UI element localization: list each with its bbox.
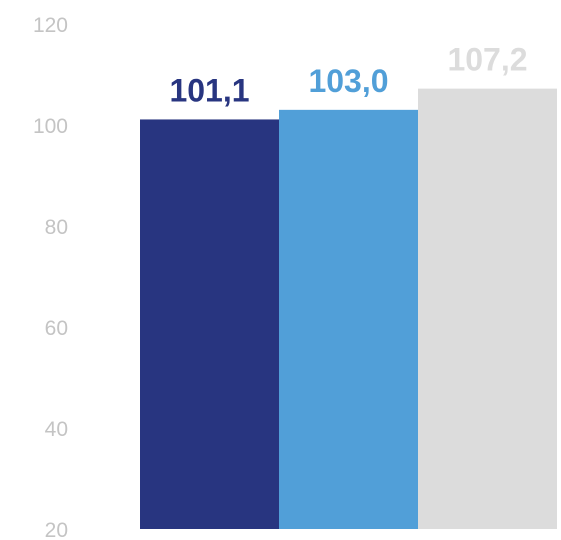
y-tick-label: 40: [45, 418, 68, 441]
data-label: 103,0: [308, 63, 388, 99]
data-label: 101,1: [169, 72, 249, 108]
y-tick-label: 80: [45, 216, 68, 239]
data-labels: 101,1 103,0 107,2: [169, 42, 527, 109]
bar: [279, 109, 418, 529]
y-tick-label: 120: [33, 14, 68, 37]
y-axis-tick-labels: 20 40 60 80 100 120: [33, 14, 68, 540]
y-tick-label: 20: [45, 519, 68, 540]
bars: [140, 88, 557, 529]
y-tick-label: 100: [33, 115, 68, 138]
bar: [140, 119, 279, 529]
data-label: 107,2: [447, 42, 527, 78]
y-tick-label: 60: [45, 317, 68, 340]
bar: [418, 88, 557, 529]
